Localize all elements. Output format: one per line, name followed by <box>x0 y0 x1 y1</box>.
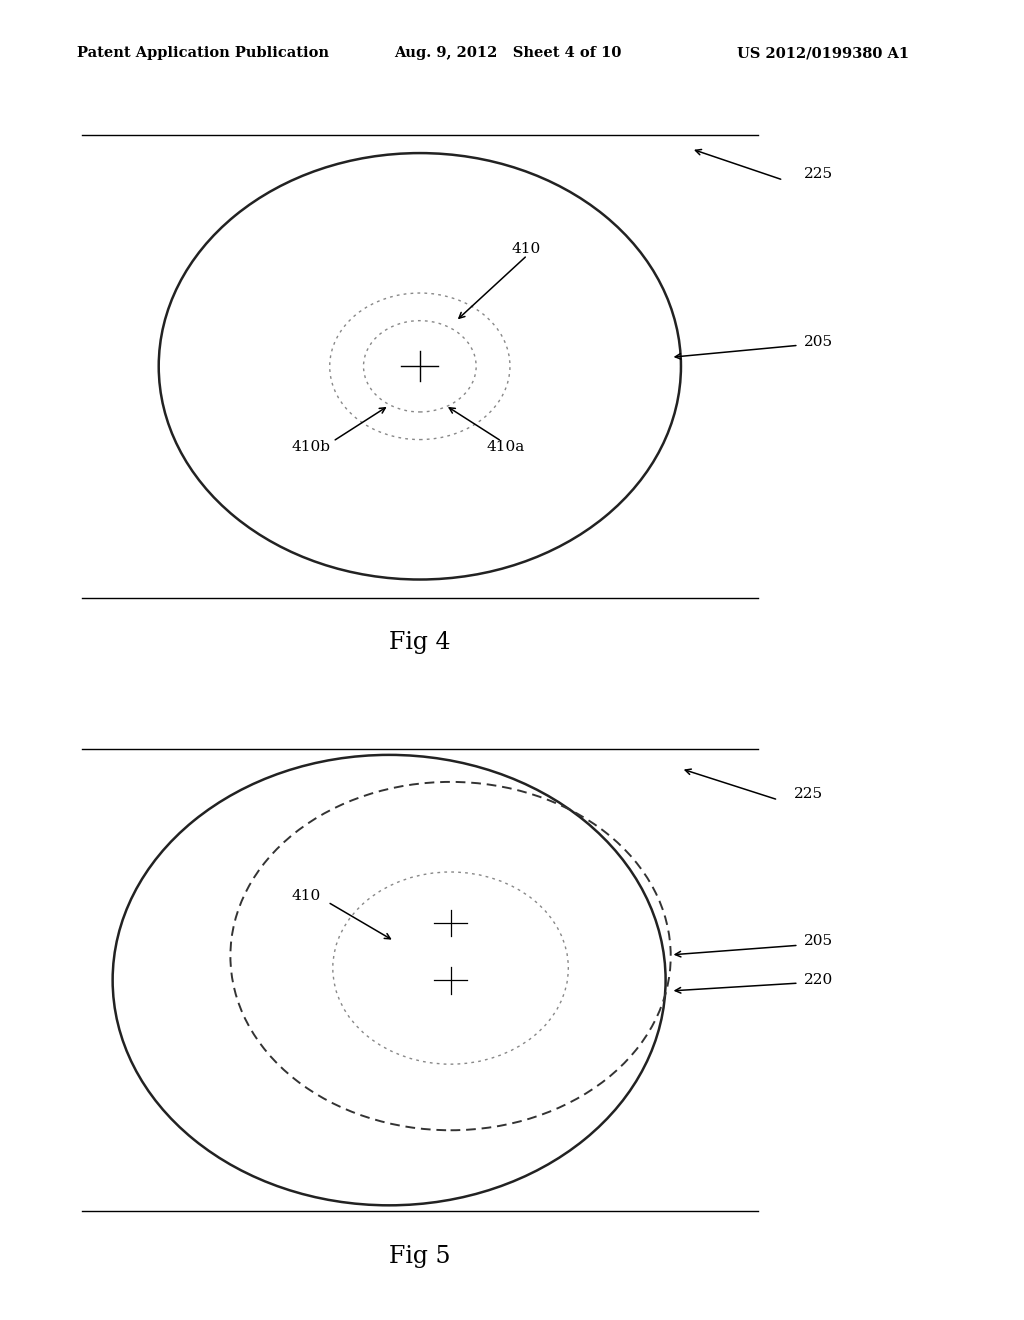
Text: Aug. 9, 2012   Sheet 4 of 10: Aug. 9, 2012 Sheet 4 of 10 <box>394 46 622 61</box>
Text: 410: 410 <box>512 242 542 256</box>
Text: 410a: 410a <box>486 441 524 454</box>
Text: 410b: 410b <box>292 441 331 454</box>
Text: Fig 5: Fig 5 <box>389 1245 451 1269</box>
Text: US 2012/0199380 A1: US 2012/0199380 A1 <box>737 46 909 61</box>
Text: 410: 410 <box>292 888 322 903</box>
Text: 225: 225 <box>804 168 833 181</box>
Text: 220: 220 <box>804 973 834 987</box>
Text: Fig 4: Fig 4 <box>389 631 451 655</box>
Text: 205: 205 <box>804 335 833 350</box>
Text: 205: 205 <box>804 935 833 948</box>
Text: Patent Application Publication: Patent Application Publication <box>77 46 329 61</box>
Text: 225: 225 <box>794 787 822 801</box>
